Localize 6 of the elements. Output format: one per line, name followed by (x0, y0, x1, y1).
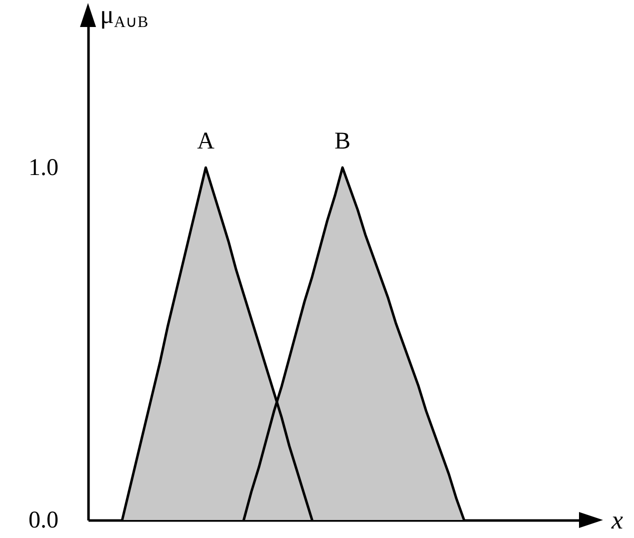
series-label: A (197, 128, 216, 155)
series-label: B (334, 128, 351, 155)
x-axis-title: x (610, 506, 624, 534)
y-axis-title: μ$_{A∪B}$ (100, 0, 148, 31)
y-tick-label: 1.0 (28, 155, 58, 182)
y-tick-label: 0.0 (28, 508, 58, 534)
